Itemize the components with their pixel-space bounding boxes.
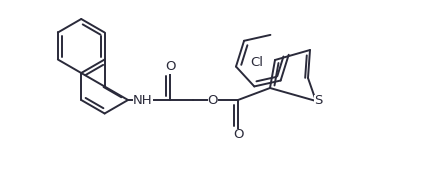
Text: O: O [208, 94, 218, 106]
Text: NH: NH [133, 94, 153, 106]
Text: O: O [165, 60, 175, 74]
Text: O: O [233, 128, 243, 141]
Text: Cl: Cl [250, 56, 263, 68]
Text: S: S [314, 94, 322, 108]
